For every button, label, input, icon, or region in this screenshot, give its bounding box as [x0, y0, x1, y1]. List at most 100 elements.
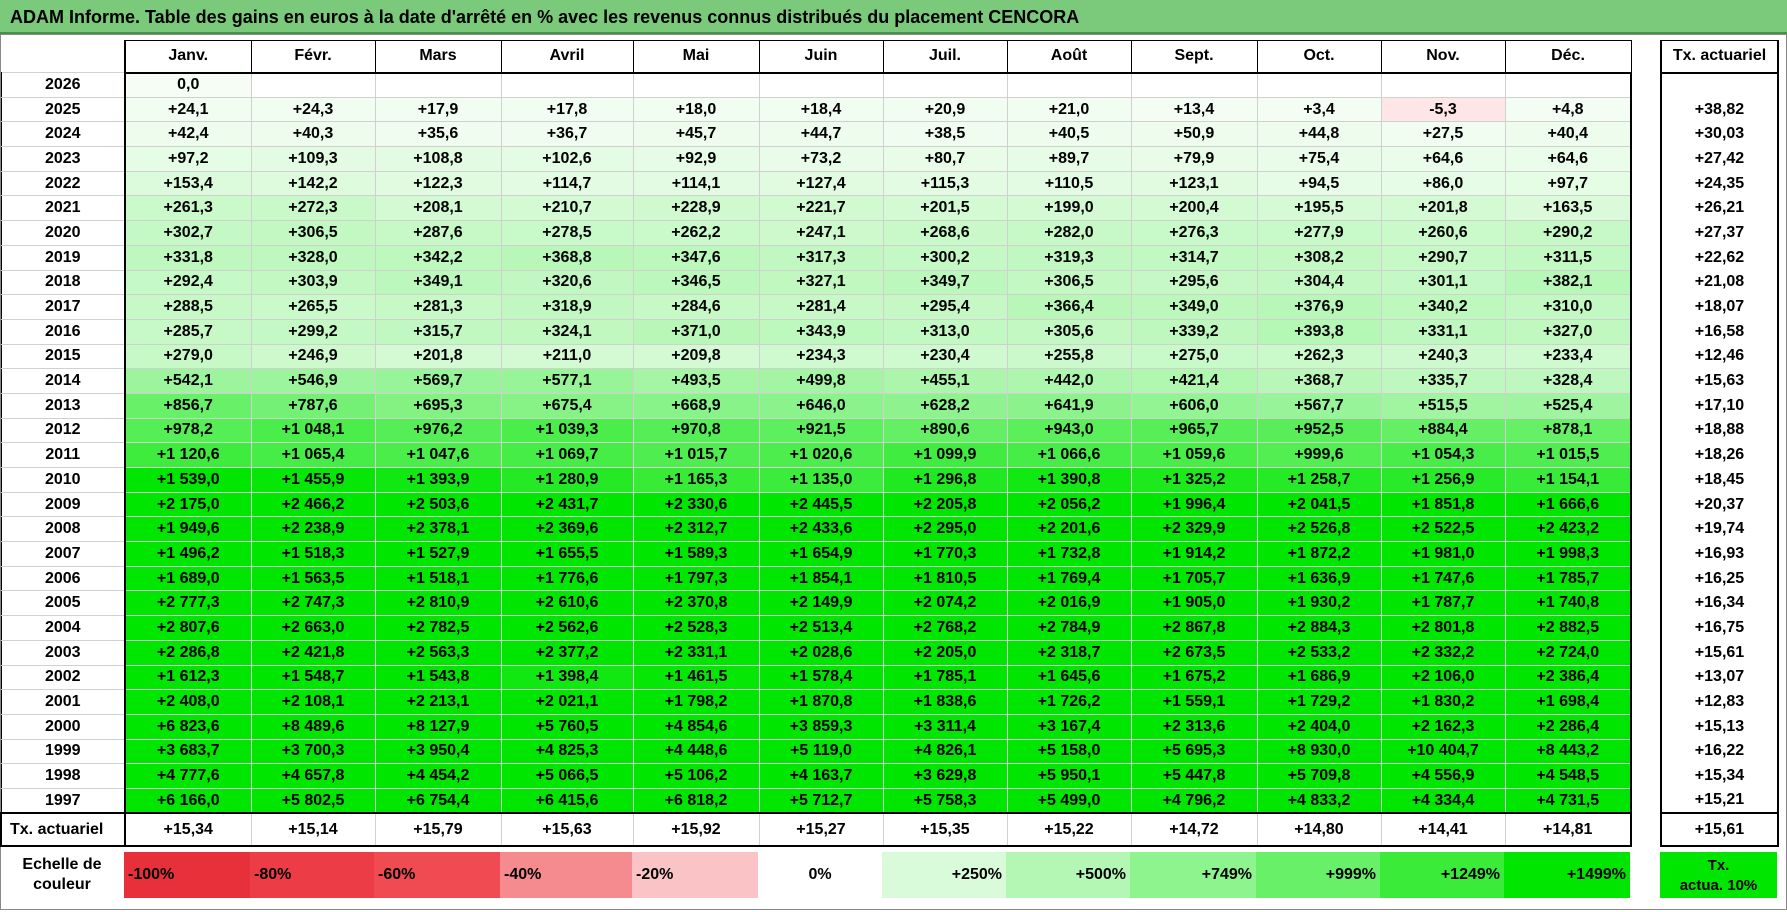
table-row: 2016 +285,7 +299,2 +315,7 +324,1 +371,0 +343,9… [0, 318, 1632, 345]
gain-cell: +92,9 [632, 146, 760, 172]
gain-cell: +2 318,7 [1006, 639, 1132, 666]
gain-cell: +952,5 [1256, 417, 1382, 444]
table-row: 2006 +1 689,0 +1 563,5 +1 518,1 +1 776,6 +1 7… [0, 565, 1632, 592]
gain-cell: +24,1 [124, 96, 252, 123]
gain-cell: +201,8 [374, 343, 502, 370]
gain-cell: +261,3 [124, 195, 252, 222]
table-row: 2020 +302,7 +306,5 +287,6 +278,5 +262,2 +247,1… [0, 220, 1632, 246]
year-label: 2021 [0, 195, 126, 222]
month-header: Nov. [1380, 40, 1506, 74]
gain-cell: +285,7 [124, 318, 252, 345]
gain-cell: +349,0 [1130, 294, 1258, 320]
table-row: 2005 +2 777,3 +2 747,3 +2 810,9 +2 610,6 +2 3… [0, 590, 1632, 617]
gain-cell: +2 562,6 [500, 615, 634, 641]
gain-cell: +299,2 [250, 318, 376, 345]
tx-row: +15,61 [1660, 640, 1779, 665]
gain-cell: +2 768,2 [882, 615, 1008, 641]
gain-cell: +127,4 [758, 170, 884, 197]
color-scale-swatch: -60% [374, 852, 500, 898]
gain-cell: +542,1 [124, 368, 252, 394]
gain-cell: +8 930,0 [1256, 738, 1382, 765]
gain-cell: +2 784,9 [1006, 615, 1132, 641]
year-label: 2000 [0, 713, 126, 740]
table-row: 2007 +1 496,2 +1 518,3 +1 527,9 +1 655,5 +1 5… [0, 541, 1632, 567]
year-label: 2014 [0, 368, 126, 394]
gain-cell: +499,8 [758, 368, 884, 394]
gain-cell [882, 72, 1008, 98]
gain-cell: +319,3 [1006, 244, 1132, 271]
gain-cell: +1 797,3 [632, 565, 760, 592]
gain-cell: +421,4 [1130, 368, 1258, 394]
gain-cell: -5,3 [1380, 96, 1506, 123]
month-header: Janv. [124, 40, 252, 74]
gain-cell: +5 802,5 [250, 787, 376, 814]
gain-cell: +44,8 [1256, 121, 1382, 148]
gain-cell: +1 120,6 [124, 442, 252, 468]
month-header: Juin [758, 40, 884, 74]
corner-cell [1, 40, 126, 73]
gain-cell: +115,3 [882, 170, 1008, 197]
gain-cell: +1 612,3 [124, 664, 252, 691]
table-row: 2024 +42,4 +40,3 +35,6 +36,7 +45,7 +44,7 +38,5 +… [0, 121, 1632, 148]
tx-cell: +16,34 [1660, 590, 1779, 616]
gain-cell: +371,0 [632, 318, 760, 345]
gain-cell: +18,0 [632, 96, 760, 123]
gain-cell: +2 466,2 [250, 491, 376, 518]
gain-cell: +978,2 [124, 417, 252, 444]
gain-cell: +1 838,6 [882, 689, 1008, 715]
tx-cell: +16,25 [1660, 566, 1779, 591]
table-row: 2004 +2 807,6 +2 663,0 +2 782,5 +2 562,6 +2 5… [0, 615, 1632, 641]
year-label: 2011 [0, 442, 126, 468]
gain-cell: +1 256,9 [1380, 467, 1506, 493]
gain-cell: +1 020,6 [758, 442, 884, 468]
gain-cell: +1 518,1 [374, 565, 502, 592]
gain-cell: +1 747,6 [1380, 565, 1506, 592]
gain-cell: +346,5 [632, 269, 760, 296]
table-row: 1998 +4 777,6 +4 657,8 +4 454,2 +5 066,5 +5 1… [0, 763, 1632, 789]
gain-cell: +272,3 [250, 195, 376, 222]
gain-cell: +311,5 [1504, 244, 1632, 271]
color-scale-swatch: +999% [1256, 852, 1380, 898]
gain-cell: +36,7 [500, 121, 634, 148]
gain-cell: +2 205,8 [882, 491, 1008, 518]
gain-cell: +310,0 [1504, 294, 1632, 320]
table-row: 1997 +6 166,0 +5 802,5 +6 754,4 +6 415,6 +6 8… [0, 787, 1632, 814]
gain-cell: +281,4 [758, 294, 884, 320]
table-row: 2014 +542,1 +546,9 +569,7 +577,1 +493,5 +499,8… [0, 368, 1632, 394]
gain-cell: +278,5 [500, 220, 634, 246]
gain-cell: +2 408,0 [124, 689, 252, 715]
gain-cell: +4 796,2 [1130, 787, 1258, 814]
gain-cell: +199,0 [1006, 195, 1132, 222]
gain-cell: +303,9 [250, 269, 376, 296]
gain-cell: +335,7 [1380, 368, 1506, 394]
year-label: 2007 [0, 541, 126, 567]
gain-cell: +97,7 [1504, 170, 1632, 197]
gain-cell: +4 454,2 [374, 763, 502, 789]
gain-cell: +1 461,5 [632, 664, 760, 691]
gain-cell: +234,3 [758, 343, 884, 370]
gain-cell: +317,3 [758, 244, 884, 271]
gain-cell: +102,6 [500, 146, 634, 172]
table-row: 2018 +292,4 +303,9 +349,1 +320,6 +346,5 +327,1… [0, 269, 1632, 296]
color-scale-swatch: +1249% [1380, 852, 1504, 898]
tx-cell: +24,35 [1660, 171, 1779, 196]
gain-cell: +6 415,6 [500, 787, 634, 814]
gain-cell: +878,1 [1504, 417, 1632, 444]
table-row: 2001 +2 408,0 +2 108,1 +2 213,1 +2 021,1 +1 7… [0, 689, 1632, 715]
gain-cell: +86,0 [1380, 170, 1506, 197]
year-label: 2019 [0, 244, 126, 271]
gain-cell: +331,1 [1380, 318, 1506, 345]
gain-cell: +17,8 [500, 96, 634, 123]
gain-cell: +302,7 [124, 220, 252, 246]
gain-cell: +1 015,7 [632, 442, 760, 468]
gain-cell: +300,2 [882, 244, 1008, 271]
gain-cell: +40,3 [250, 121, 376, 148]
gain-cell: +1 705,7 [1130, 565, 1258, 592]
gain-cell: +856,7 [124, 392, 252, 419]
gain-cell: +890,6 [882, 417, 1008, 444]
table-row: 2017 +288,5 +265,5 +281,3 +318,9 +284,6 +281,4… [0, 294, 1632, 320]
gain-cell: +2 378,1 [374, 516, 502, 543]
tx-row: +17,10 [1660, 393, 1779, 419]
gain-cell: +569,7 [374, 368, 502, 394]
gain-cell: +295,6 [1130, 269, 1258, 296]
